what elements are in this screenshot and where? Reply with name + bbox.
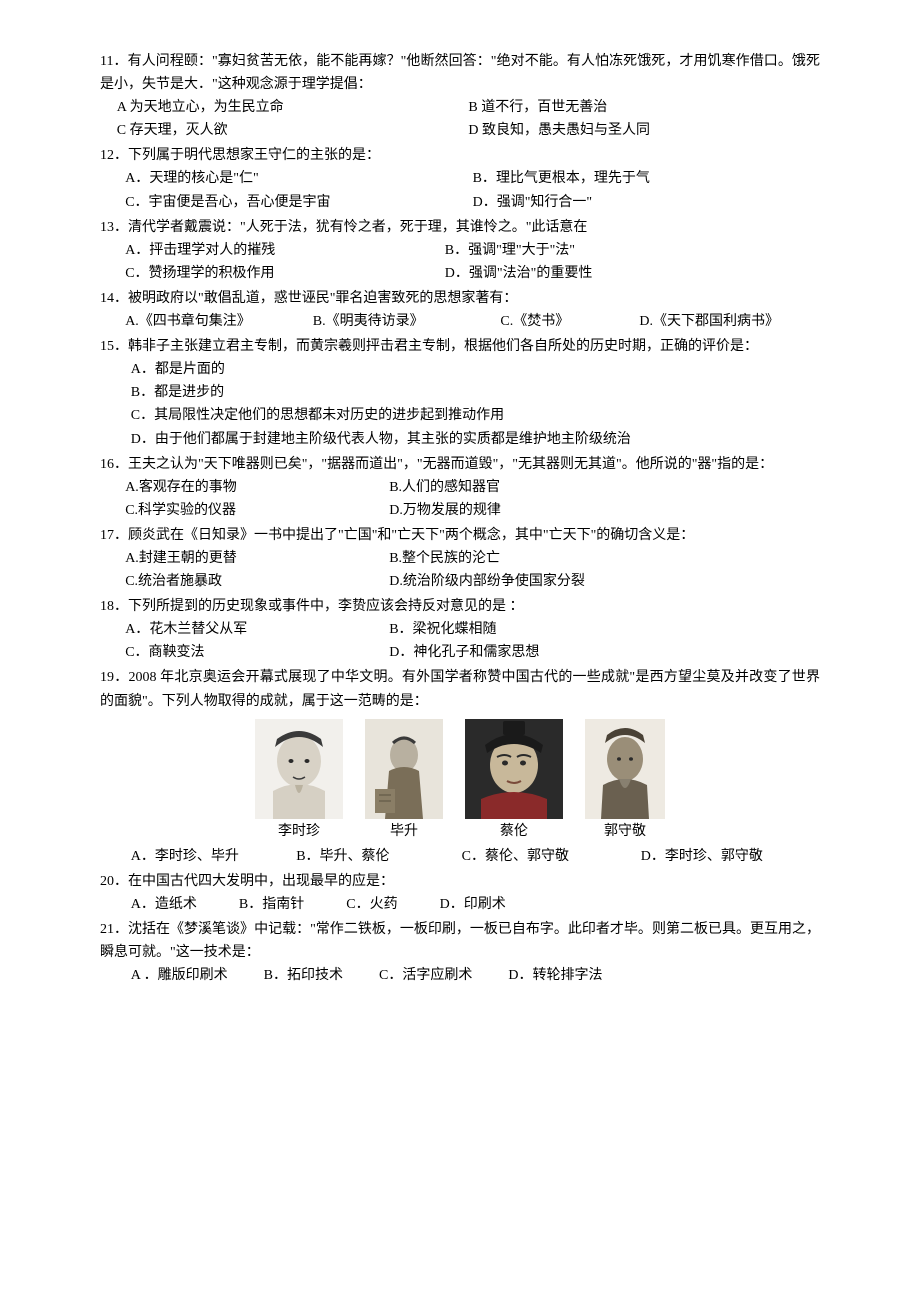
q20-options: A．造纸术 B．指南针 C．火药 D．印刷术 bbox=[100, 893, 820, 916]
q11-opt-a: A 为天地立心，为生民立命 bbox=[117, 96, 469, 119]
q21-options: A ．雕版印刷术 B．拓印技术 C．活字应刷术 D．转轮排字法 bbox=[100, 964, 820, 987]
q12-opt-d: D．强调"知行合一" bbox=[473, 191, 820, 214]
q16-options: A.客观存在的事物 B.人们的感知器官 C.科学实验的仪器 D.万物发展的规律 bbox=[100, 476, 820, 522]
q15-opt-d: D．由于他们都属于封建地主阶级代表人物，其主张的实质都是维护地主阶级统治 bbox=[131, 428, 820, 451]
portrait-icon bbox=[585, 719, 665, 819]
q19-opt-a: A．李时珍、毕升 bbox=[131, 845, 296, 868]
q-text: 有人问程颐："寡妇贫苦无依，能不能再嫁？"他断然回答："绝对不能。有人怕冻死饿死… bbox=[100, 54, 820, 92]
q21-opt-c: C．活字应刷术 bbox=[379, 964, 472, 987]
q18-opt-c: C．商鞅变法 bbox=[125, 641, 389, 664]
q12-opt-b: B．理比气更根本，理先于气 bbox=[473, 167, 820, 190]
q19-figures: 李时珍 毕升 bbox=[100, 719, 820, 843]
figure-caption: 郭守敬 bbox=[604, 820, 646, 843]
q18-opt-d: D．神化孔子和儒家思想 bbox=[389, 641, 820, 664]
q21-opt-a: A ．雕版印刷术 bbox=[131, 964, 228, 987]
question-18: 18．下列所提到的历史现象或事件中，李贽应该会持反对意见的是 ： A．花木兰替父… bbox=[100, 595, 820, 664]
question-20: 20．在中国古代四大发明中，出现最早的应是： A．造纸术 B．指南针 C．火药 … bbox=[100, 870, 820, 916]
portrait-icon bbox=[365, 719, 443, 819]
q16-stem: 16．王夫之认为"天下唯器则已矣"，"据器而道出"，"无器而道毁"，"无其器则无… bbox=[100, 453, 820, 476]
q14-options: A.《四书章句集注》 B.《明夷待访录》 C.《焚书》 D.《天下郡国利病书》 bbox=[100, 310, 820, 333]
q15-opt-b: B．都是进步的 bbox=[131, 381, 820, 404]
q13-opt-d: D．强调"法治"的重要性 bbox=[445, 262, 820, 285]
q20-stem: 20．在中国古代四大发明中，出现最早的应是： bbox=[100, 870, 820, 893]
figure-guo-shoujing: 郭守敬 bbox=[585, 719, 665, 843]
q16-opt-d: D.万物发展的规律 bbox=[389, 499, 820, 522]
figure-li-shizhen: 李时珍 bbox=[255, 719, 343, 843]
q11-stem: 11．有人问程颐："寡妇贫苦无依，能不能再嫁？"他断然回答："绝对不能。有人怕冻… bbox=[100, 50, 820, 96]
q12-stem: 12．下列属于明代思想家王守仁的主张的是： bbox=[100, 144, 820, 167]
q21-opt-b: B．拓印技术 bbox=[264, 964, 343, 987]
question-17: 17．顾炎武在《日知录》一书中提出了"亡国"和"亡天下"两个概念，其中"亡天下"… bbox=[100, 524, 820, 593]
question-11: 11．有人问程颐："寡妇贫苦无依，能不能再嫁？"他断然回答："绝对不能。有人怕冻… bbox=[100, 50, 820, 142]
question-21: 21．沈括在《梦溪笔谈》中记载："常作二铁板，一板印刷，一板已自布字。此印者才毕… bbox=[100, 918, 820, 987]
q20-opt-d: D．印刷术 bbox=[440, 893, 506, 916]
q18-opt-b: B．梁祝化蝶相随 bbox=[389, 618, 820, 641]
q-number: 11 bbox=[100, 54, 113, 69]
q15-opt-a: A．都是片面的 bbox=[131, 358, 820, 381]
q11-options: A 为天地立心，为生民立命 B 道不行，百世无善治 C 存天理，灭人欲 D 致良… bbox=[100, 96, 820, 142]
exam-page: 11．有人问程颐："寡妇贫苦无依，能不能再嫁？"他断然回答："绝对不能。有人怕冻… bbox=[50, 0, 870, 1039]
q19-opt-c: C．蔡伦、郭守敬 bbox=[462, 845, 641, 868]
q17-stem: 17．顾炎武在《日知录》一书中提出了"亡国"和"亡天下"两个概念，其中"亡天下"… bbox=[100, 524, 820, 547]
figure-bi-sheng: 毕升 bbox=[365, 719, 443, 843]
q16-opt-c: C.科学实验的仪器 bbox=[125, 499, 389, 522]
q14-opt-c: C.《焚书》 bbox=[500, 310, 639, 333]
q13-opt-b: B．强调"理"大于"法" bbox=[445, 239, 820, 262]
figure-cai-lun: 蔡伦 bbox=[465, 719, 563, 843]
q12-options: A．天理的核心是"仁" B．理比气更根本，理先于气 C．宇宙便是吾心，吾心便是宇… bbox=[100, 167, 820, 213]
q15-stem: 15．韩非子主张建立君主专制，而黄宗羲则抨击君主专制，根据他们各自所处的历史时期… bbox=[100, 335, 820, 358]
q19-opt-d: D．李时珍、郭守敬 bbox=[641, 845, 820, 868]
figure-caption: 蔡伦 bbox=[500, 820, 528, 843]
q15-opt-c: C．其局限性决定他们的思想都未对历史的进步起到推动作用 bbox=[131, 404, 820, 427]
q18-opt-a: A．花木兰替父从军 bbox=[125, 618, 389, 641]
q13-opt-c: C．赞扬理学的积极作用 bbox=[125, 262, 445, 285]
figure-caption: 毕升 bbox=[390, 820, 418, 843]
q17-opt-b: B.整个民族的沦亡 bbox=[389, 547, 820, 570]
q17-opt-a: A.封建王朝的更替 bbox=[125, 547, 389, 570]
q14-stem: 14．被明政府以"敢倡乱道，惑世诬民"罪名迫害致死的思想家著有： bbox=[100, 287, 820, 310]
q20-opt-c: C．火药 bbox=[346, 893, 397, 916]
question-13: 13．清代学者戴震说："人死于法，犹有怜之者，死于理，其谁怜之。"此话意在 A．… bbox=[100, 216, 820, 285]
q13-stem: 13．清代学者戴震说："人死于法，犹有怜之者，死于理，其谁怜之。"此话意在 bbox=[100, 216, 820, 239]
q18-stem: 18．下列所提到的历史现象或事件中，李贽应该会持反对意见的是 ： bbox=[100, 595, 820, 618]
q17-opt-d: D.统治阶级内部纷争使国家分裂 bbox=[389, 570, 820, 593]
figure-caption: 李时珍 bbox=[278, 820, 320, 843]
portrait-icon bbox=[465, 719, 563, 819]
q14-opt-b: B.《明夷待访录》 bbox=[313, 310, 501, 333]
q12-opt-c: C．宇宙便是吾心，吾心便是宇宙 bbox=[125, 191, 472, 214]
question-15: 15．韩非子主张建立君主专制，而黄宗羲则抨击君主专制，根据他们各自所处的历史时期… bbox=[100, 335, 820, 450]
q20-opt-a: A．造纸术 bbox=[131, 893, 197, 916]
q20-opt-b: B．指南针 bbox=[239, 893, 304, 916]
question-12: 12．下列属于明代思想家王守仁的主张的是： A．天理的核心是"仁" B．理比气更… bbox=[100, 144, 820, 213]
q15-options: A．都是片面的 B．都是进步的 C．其局限性决定他们的思想都未对历史的进步起到推… bbox=[100, 358, 820, 450]
q12-opt-a: A．天理的核心是"仁" bbox=[125, 167, 472, 190]
question-16: 16．王夫之认为"天下唯器则已矣"，"据器而道出"，"无器而道毁"，"无其器则无… bbox=[100, 453, 820, 522]
q16-opt-b: B.人们的感知器官 bbox=[389, 476, 820, 499]
q17-options: A.封建王朝的更替 B.整个民族的沦亡 C.统治者施暴政 D.统治阶级内部纷争使… bbox=[100, 547, 820, 593]
q11-opt-d: D 致良知，愚夫愚妇与圣人同 bbox=[468, 119, 820, 142]
q13-options: A．抨击理学对人的摧残 B．强调"理"大于"法" C．赞扬理学的积极作用 D．强… bbox=[100, 239, 820, 285]
q19-options: A．李时珍、毕升 B．毕升、蔡伦 C．蔡伦、郭守敬 D．李时珍、郭守敬 bbox=[100, 845, 820, 868]
portrait-icon bbox=[255, 719, 343, 819]
q19-opt-b: B．毕升、蔡伦 bbox=[296, 845, 461, 868]
q21-opt-d: D．转轮排字法 bbox=[508, 964, 602, 987]
q16-opt-a: A.客观存在的事物 bbox=[125, 476, 389, 499]
q11-opt-b: B 道不行，百世无善治 bbox=[468, 96, 820, 119]
q11-opt-c: C 存天理，灭人欲 bbox=[117, 119, 469, 142]
q19-stem: 19．2008 年北京奥运会开幕式展现了中华文明。有外国学者称赞中国古代的一些成… bbox=[100, 666, 820, 712]
q14-opt-a: A.《四书章句集注》 bbox=[125, 310, 313, 333]
q17-opt-c: C.统治者施暴政 bbox=[125, 570, 389, 593]
question-19: 19．2008 年北京奥运会开幕式展现了中华文明。有外国学者称赞中国古代的一些成… bbox=[100, 666, 820, 867]
q13-opt-a: A．抨击理学对人的摧残 bbox=[125, 239, 445, 262]
q14-opt-d: D.《天下郡国利病书》 bbox=[639, 310, 820, 333]
q18-options: A．花木兰替父从军 B．梁祝化蝶相随 C．商鞅变法 D．神化孔子和儒家思想 bbox=[100, 618, 820, 664]
q21-stem: 21．沈括在《梦溪笔谈》中记载："常作二铁板，一板印刷，一板已自布字。此印者才毕… bbox=[100, 918, 820, 964]
question-14: 14．被明政府以"敢倡乱道，惑世诬民"罪名迫害致死的思想家著有： A.《四书章句… bbox=[100, 287, 820, 333]
